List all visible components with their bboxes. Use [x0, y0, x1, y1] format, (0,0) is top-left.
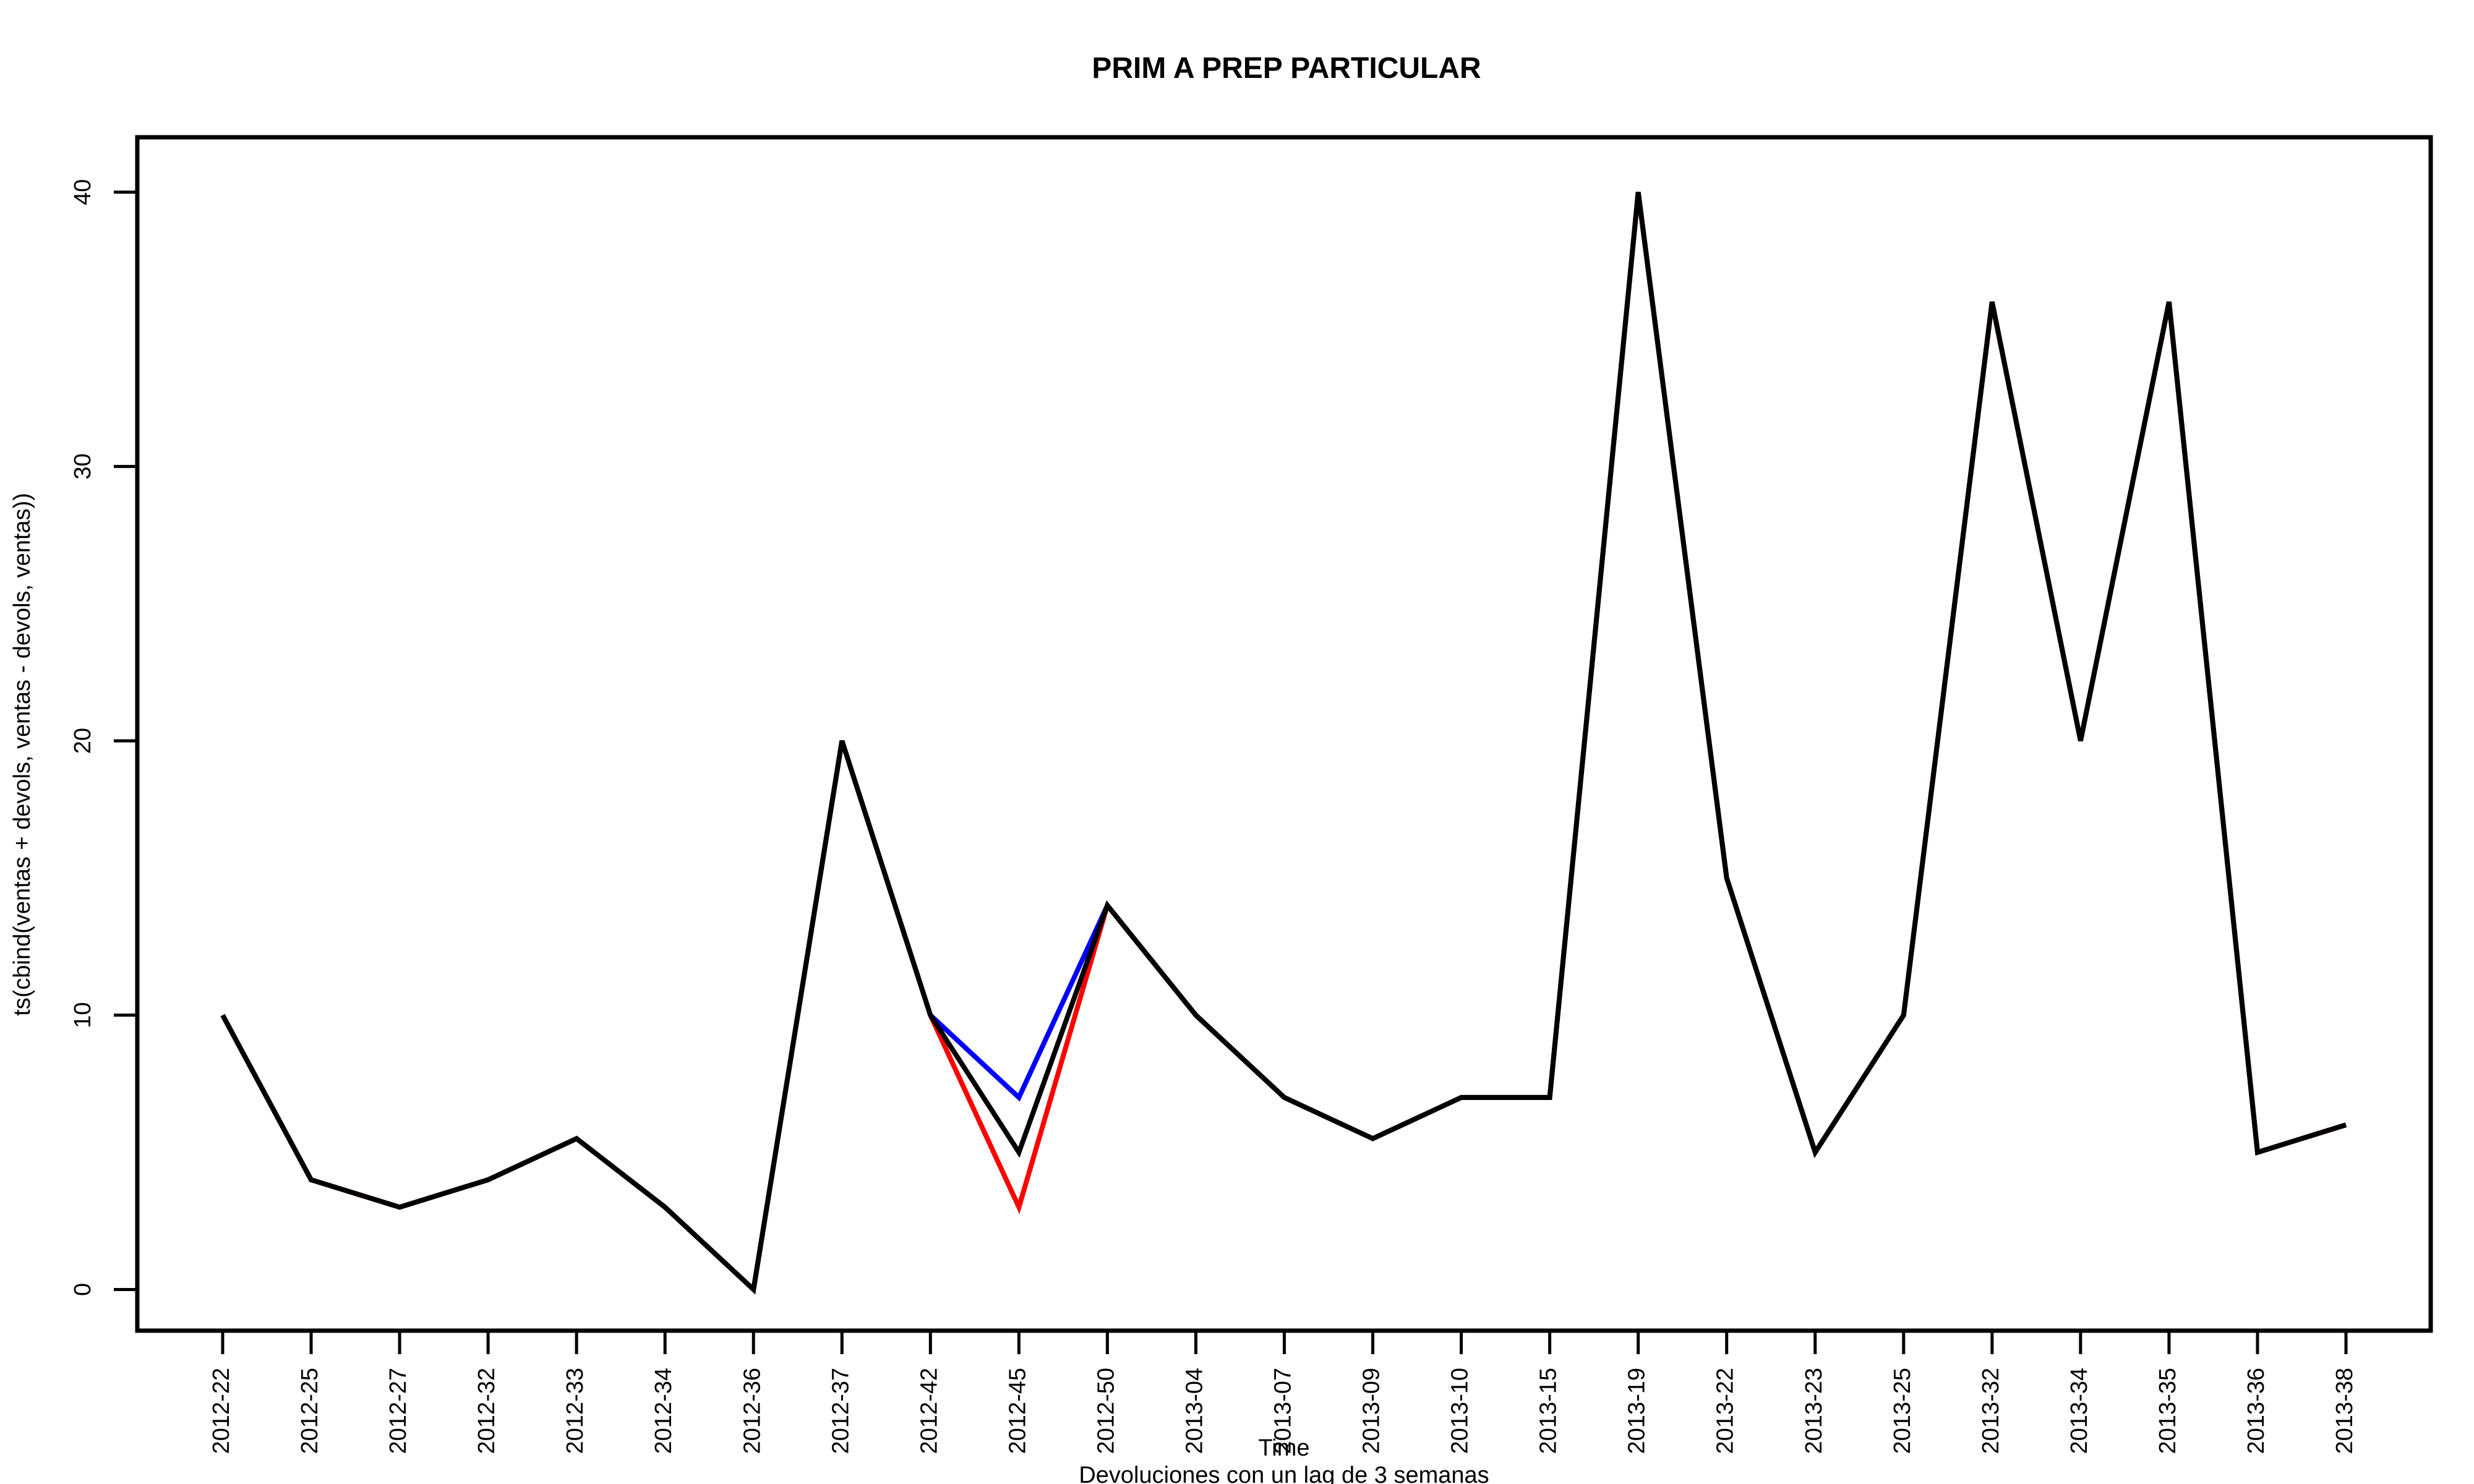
x-tick-label: 2012-36 [739, 1368, 765, 1454]
y-axis-title: ts(cbind(ventas + devols, ventas - devol… [9, 493, 35, 1016]
x-tick-label: 2012-45 [1004, 1368, 1030, 1454]
x-tick-label: 2013-07 [1270, 1368, 1296, 1454]
x-axis-sublabel: Devoluciones con un lag de 3 semanas [1079, 1462, 1489, 1484]
y-tick-label: 40 [70, 179, 96, 205]
x-tick-label: 2013-04 [1181, 1368, 1207, 1454]
x-tick-label: 2013-36 [2243, 1368, 2269, 1454]
x-tick-label: 2012-34 [651, 1368, 677, 1454]
x-tick-label: 2013-23 [1801, 1368, 1827, 1454]
x-tick-label: 2012-42 [916, 1368, 942, 1454]
x-axis-title: Time [1258, 1435, 1309, 1461]
x-tick-label: 2013-10 [1447, 1368, 1473, 1454]
plot-frame [135, 135, 2433, 1333]
x-tick-label: 2013-25 [1890, 1368, 1915, 1454]
x-tick-label: 2013-09 [1359, 1368, 1385, 1454]
x-axis: 2012-22 2012-25 2012-27 2012-32 2012-33 2012-… [208, 1329, 2358, 1454]
x-tick-label: 2012-22 [208, 1368, 234, 1454]
y-tick-label: 30 [70, 453, 96, 479]
x-tick-label: 2013-19 [1624, 1368, 1650, 1454]
x-tick-label: 2012-25 [297, 1368, 323, 1454]
series-line-1 [220, 192, 2347, 1295]
x-tick-label: 2013-38 [2332, 1368, 2358, 1454]
series-line-2 [220, 192, 2347, 1295]
x-tick-label: 2013-22 [1713, 1368, 1739, 1454]
x-tick-label: 2013-35 [2155, 1368, 2181, 1454]
x-tick-label: 2012-50 [1093, 1368, 1119, 1454]
y-tick-label: 10 [70, 1002, 96, 1028]
x-tick-label: 2012-33 [562, 1368, 588, 1454]
x-tick-label: 2013-15 [1536, 1368, 1562, 1454]
x-tick-label: 2013-34 [2066, 1368, 2092, 1454]
chart-title: PRIM A PREP PARTICULAR [1092, 52, 1481, 85]
series-layer [220, 192, 2347, 1295]
x-tick-label: 2012-27 [385, 1368, 411, 1454]
y-tick-label: 20 [70, 728, 96, 754]
series-line-0 [220, 192, 2347, 1295]
x-tick-label: 2012-32 [474, 1368, 500, 1454]
y-tick-label: 0 [70, 1283, 96, 1296]
x-tick-label: 2013-32 [1978, 1368, 2004, 1454]
y-axis: 0 10 20 30 40 [70, 179, 139, 1296]
x-tick-label: 2012-37 [828, 1368, 854, 1454]
